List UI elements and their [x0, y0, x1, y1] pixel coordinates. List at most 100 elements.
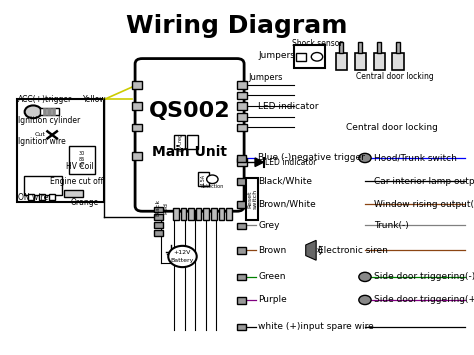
Bar [17, 99, 104, 202]
Bar [237, 247, 246, 254]
Bar [47, 108, 51, 115]
Bar [226, 208, 232, 220]
Bar [43, 108, 46, 115]
Bar [219, 208, 224, 220]
Bar [237, 124, 247, 131]
Text: Brown/White: Brown/White [258, 200, 316, 209]
Bar [64, 190, 83, 197]
Bar [374, 53, 385, 70]
Bar [237, 178, 246, 185]
Circle shape [168, 246, 197, 267]
Polygon shape [306, 240, 316, 260]
Text: Jumpers: Jumpers [258, 50, 295, 60]
Text: Hood/Trunk switch: Hood/Trunk switch [374, 153, 457, 163]
Bar [296, 53, 306, 61]
Text: LED indicator: LED indicator [265, 158, 317, 167]
Text: Orange: Orange [71, 198, 100, 207]
Text: white (+)input spare wire: white (+)input spare wire [258, 322, 374, 331]
Text: 30
86
87: 30 86 87 [78, 152, 85, 168]
Bar [154, 214, 163, 220]
Bar [355, 53, 366, 70]
Bar [203, 208, 209, 220]
Text: Engine cut off: Engine cut off [50, 176, 103, 186]
Text: Green: Green [258, 272, 286, 282]
Text: HV Coil: HV Coil [66, 162, 94, 171]
Bar [377, 42, 381, 53]
Bar [237, 81, 247, 89]
Text: Cut: Cut [35, 132, 46, 137]
Text: Blue (-)negative trigger: Blue (-)negative trigger [258, 153, 365, 163]
Text: Red: Red [164, 202, 168, 214]
Bar [154, 207, 163, 212]
Polygon shape [255, 158, 264, 166]
Bar [294, 45, 325, 68]
Text: Side door triggering(+): Side door triggering(+) [374, 295, 474, 305]
Bar [154, 230, 163, 236]
Bar [39, 194, 45, 200]
Bar [173, 208, 179, 220]
Text: Ignition wire: Ignition wire [18, 137, 66, 147]
Bar [336, 53, 347, 70]
Bar [237, 201, 246, 208]
Text: detection: detection [201, 184, 224, 189]
Bar [237, 158, 247, 166]
Bar [237, 274, 246, 280]
Text: Main Unit: Main Unit [152, 145, 227, 159]
Text: Shock sensor: Shock sensor [292, 39, 342, 48]
Bar [237, 113, 247, 121]
Text: Wiring Diagram: Wiring Diagram [126, 14, 348, 38]
Bar [196, 208, 201, 220]
Text: Central door locking: Central door locking [356, 72, 433, 81]
Bar [69, 146, 95, 174]
Bar [237, 155, 246, 162]
Text: Reset
switch: Reset switch [247, 189, 258, 209]
Bar [237, 102, 247, 110]
Bar [28, 194, 34, 200]
Circle shape [207, 175, 218, 184]
Text: Side door triggering(-): Side door triggering(-) [374, 272, 474, 282]
Text: Black/White: Black/White [258, 176, 312, 186]
Bar [358, 42, 362, 53]
Bar [132, 152, 142, 160]
Bar [237, 92, 247, 99]
Text: Car interior lamp output(-): Car interior lamp output(-) [374, 176, 474, 186]
Text: 10A.reg: 10A.reg [177, 132, 182, 152]
Text: Black: Black [156, 199, 161, 216]
Text: 1.5A: 1.5A [201, 174, 206, 185]
Text: Battery: Battery [171, 257, 194, 263]
Bar [174, 135, 185, 149]
Circle shape [25, 105, 42, 118]
Bar [132, 81, 142, 89]
Bar [211, 208, 217, 220]
Bar [24, 176, 62, 195]
Circle shape [359, 153, 371, 163]
Text: ACC(+)trigger: ACC(+)trigger [18, 95, 72, 104]
Text: Trunk(-): Trunk(-) [374, 221, 409, 230]
Circle shape [359, 295, 371, 305]
FancyBboxPatch shape [135, 59, 244, 211]
Circle shape [359, 272, 371, 282]
Text: Brown: Brown [258, 246, 287, 255]
Bar [396, 42, 400, 53]
Bar [339, 42, 343, 53]
Text: LED indicator: LED indicator [258, 102, 319, 111]
Text: Grey: Grey [258, 221, 280, 230]
Bar [49, 194, 55, 200]
Bar [392, 53, 404, 70]
Bar [132, 124, 142, 131]
Text: Window rising output(-): Window rising output(-) [374, 200, 474, 209]
Bar [237, 297, 246, 304]
Text: ON wire: ON wire [18, 192, 48, 202]
Text: Central door locking: Central door locking [346, 123, 438, 132]
Circle shape [311, 53, 323, 61]
Bar [237, 324, 246, 330]
Text: QS002: QS002 [149, 101, 230, 121]
Bar [154, 222, 163, 228]
Text: Purple: Purple [258, 295, 287, 305]
Text: Ignition cylinder: Ignition cylinder [18, 116, 80, 125]
Text: Jumpers: Jumpers [249, 73, 283, 82]
Bar [40, 108, 59, 115]
Bar [52, 108, 55, 115]
Text: Electronic siren: Electronic siren [318, 246, 387, 255]
Bar [132, 102, 142, 110]
